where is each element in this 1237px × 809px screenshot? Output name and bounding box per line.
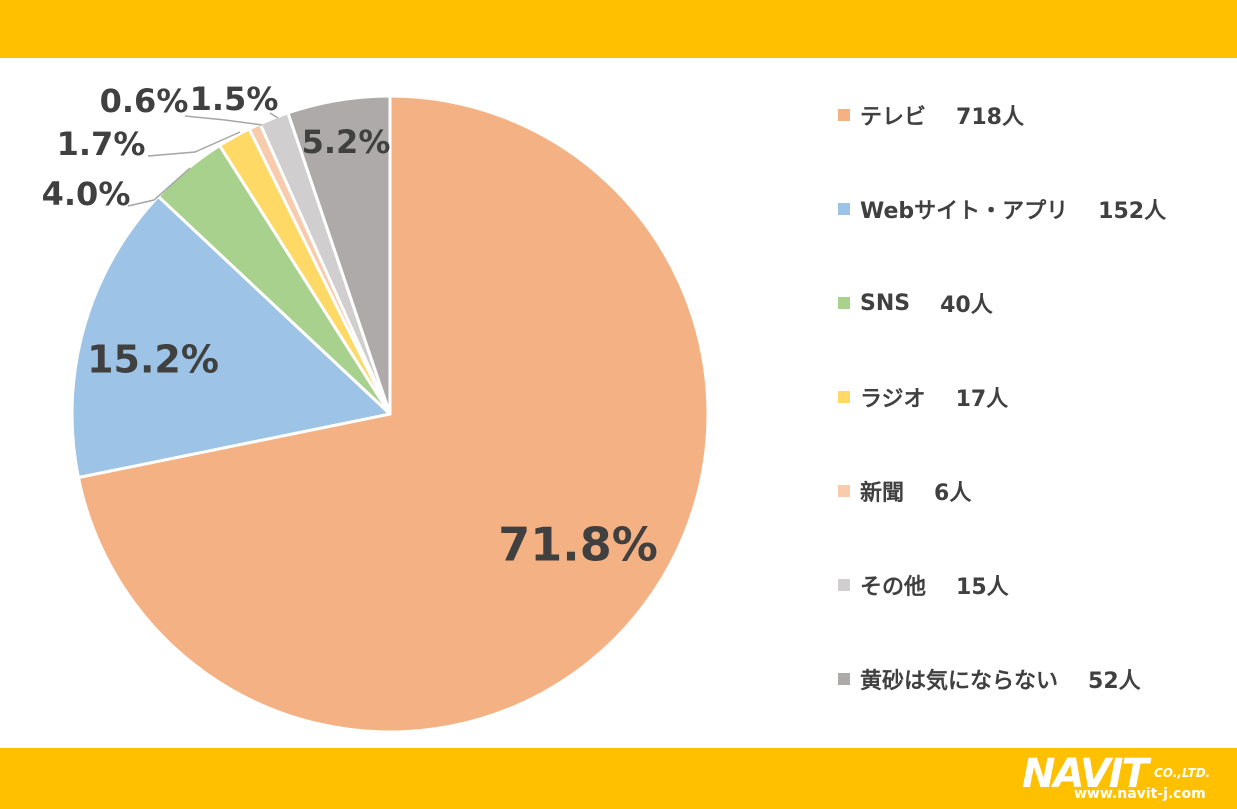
legend-item-1: テレビ 718人 [838, 100, 1024, 130]
pie-slice-7 [286, 94, 392, 416]
header-bar [0, 0, 1237, 58]
legend-count: 718人 [956, 105, 1024, 130]
data-label-5: 0.6% [100, 82, 189, 120]
legend-item-4: ラジオ 17人 [838, 382, 1008, 412]
legend-item-7: 黄砂は気にならない 52人 [838, 664, 1141, 694]
logo-name: NAVIT [1022, 751, 1149, 797]
data-label-6: 1.5% [190, 80, 279, 118]
data-label-4: 1.7% [57, 125, 146, 163]
legend-swatch [838, 203, 850, 215]
pie-slice-2 [70, 194, 392, 480]
pie-chart: 71.8% 15.2% 4.0% 1.7% 0.6% 1.5% 5.2% [42, 80, 710, 734]
legend-item-3: SNS 40人 [838, 288, 993, 318]
leader-line-4 [147, 131, 241, 157]
legend-label: SNS [860, 290, 911, 316]
legend-label: ラジオ [860, 387, 926, 412]
logo-url: www.navit-j.com [1074, 786, 1206, 802]
legend-item-5: 新聞 6人 [838, 476, 971, 506]
legend-count: 15人 [956, 575, 1009, 600]
legend-label: テレビ [860, 105, 927, 130]
logo-suffix: CO.,LTD. [1154, 766, 1211, 780]
footer-bar [0, 748, 1237, 809]
navit-logo: NAVIT CO.,LTD. www.navit-j.com [1022, 752, 1232, 806]
legend-count: 40人 [940, 293, 993, 318]
legend-item-6: その他 15人 [838, 570, 1009, 600]
legend-swatch [838, 391, 850, 403]
legend-label: Webサイト・アプリ [860, 199, 1069, 224]
legend-swatch [838, 579, 850, 591]
data-label-1: 71.8% [498, 518, 658, 572]
legend-count: 6人 [934, 481, 972, 506]
legend-count: 52人 [1088, 669, 1141, 694]
leader-line-5 [184, 115, 263, 126]
legend-count: 17人 [955, 387, 1009, 412]
leader-line-3 [127, 167, 191, 207]
data-label-7: 5.2% [302, 123, 391, 161]
leader-line-6 [269, 112, 279, 119]
legend-label: 新聞 [860, 481, 905, 506]
legend-swatch [838, 297, 850, 309]
legend-swatch [838, 673, 850, 685]
legend-label: 黄砂は気にならない [860, 669, 1059, 694]
legend-count: 152人 [1098, 199, 1167, 224]
data-label-3: 4.0% [42, 175, 131, 213]
data-label-2: 15.2% [87, 338, 219, 382]
legend-swatch [838, 109, 850, 121]
pie-slice-1 [76, 94, 710, 734]
legend-item-2: Webサイト・アプリ 152人 [838, 194, 1166, 224]
legend-label: その他 [860, 575, 927, 600]
legend-swatch [838, 485, 850, 497]
